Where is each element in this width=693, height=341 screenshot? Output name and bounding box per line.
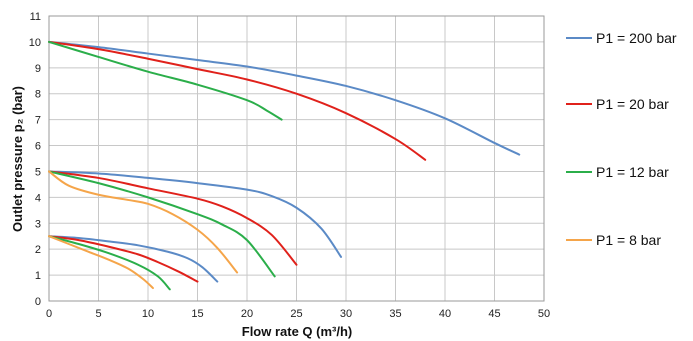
x-tick-label: 45 xyxy=(488,308,500,320)
x-tick-labels: 0 5 10 15 20 25 30 35 40 45 50 xyxy=(46,308,550,320)
y-tick-label: 2 xyxy=(35,244,41,256)
x-tick-label: 0 xyxy=(46,308,52,320)
x-tick-label: 50 xyxy=(538,308,550,320)
x-tick-label: 15 xyxy=(191,308,203,320)
series-line-1-curve-3 xyxy=(48,235,219,283)
series-curves xyxy=(48,40,521,291)
y-tick-label: 6 xyxy=(35,141,41,153)
legend: P1 = 200 bar P1 = 20 bar P1 = 12 bar P1 = 8… xyxy=(566,30,677,248)
legend-label: P1 = 12 bar xyxy=(596,164,669,180)
legend-label: P1 = 20 bar xyxy=(596,96,669,112)
series-line-1-curve-2 xyxy=(48,170,343,258)
x-tick-label: 30 xyxy=(340,308,352,320)
y-tick-label: 8 xyxy=(35,89,41,101)
x-tick-label: 10 xyxy=(142,308,154,320)
series-line-4-curve-2 xyxy=(48,235,154,290)
y-tick-label: 10 xyxy=(29,37,41,49)
series-line-2-curve-3 xyxy=(48,235,199,283)
x-axis-title: Flow rate Q (m³/h) xyxy=(242,324,353,339)
y-tick-label: 1 xyxy=(35,270,41,282)
series-line-3-curve-1 xyxy=(48,40,283,121)
y-tick-label: 9 xyxy=(35,63,41,75)
y-tick-labels: 0 1 2 3 4 5 6 7 8 9 10 11 xyxy=(29,11,41,308)
y-tick-label: 0 xyxy=(35,296,41,308)
y-tick-label: 5 xyxy=(35,166,41,178)
series-line-2-curve-1 xyxy=(48,40,427,161)
y-tick-label: 7 xyxy=(35,115,41,127)
series-line-2-curve-2 xyxy=(48,170,298,266)
y-tick-label: 4 xyxy=(35,192,41,204)
y-tick-label: 3 xyxy=(35,218,41,230)
legend-label: P1 = 200 bar xyxy=(596,30,677,46)
series-line-3-curve-2 xyxy=(48,170,276,278)
series-line-1-curve-1 xyxy=(48,40,521,156)
x-tick-label: 20 xyxy=(241,308,253,320)
x-tick-label: 5 xyxy=(95,308,101,320)
legend-label: P1 = 8 bar xyxy=(596,232,661,248)
y-tick-label: 11 xyxy=(30,11,41,23)
plot-area xyxy=(48,15,545,302)
series-line-3-curve-3 xyxy=(48,235,171,291)
plot-border xyxy=(48,15,545,302)
x-tick-label: 35 xyxy=(389,308,401,320)
y-axis-title: Outlet pressure p₂ (bar) xyxy=(10,86,25,232)
x-tick-label: 40 xyxy=(439,308,451,320)
series-line-4-curve-1 xyxy=(48,170,239,274)
x-tick-label: 25 xyxy=(290,308,302,320)
